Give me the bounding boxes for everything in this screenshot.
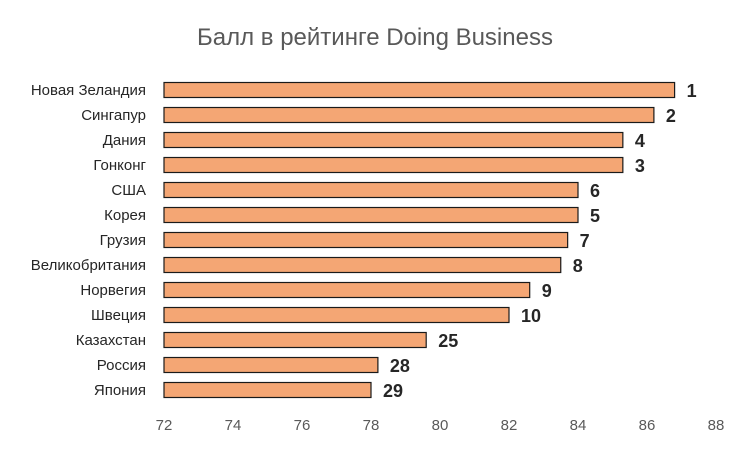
bar (163, 106, 655, 124)
bars-group (163, 81, 676, 399)
data-labels: 12 4 3 6 57 8 910 25 28 29 (383, 81, 697, 401)
category-label: Великобритания (31, 257, 146, 274)
x-tick-label: 84 (570, 417, 587, 434)
bar (163, 256, 562, 274)
data-label: 4 (635, 131, 645, 151)
category-label: Гонконг (93, 157, 146, 174)
bar (163, 381, 372, 399)
category-label: Россия (97, 357, 146, 374)
x-tick-label: 78 (363, 417, 380, 434)
x-tick-label: 74 (225, 417, 242, 434)
x-tick-label: 82 (501, 417, 518, 434)
data-label: 29 (383, 381, 403, 401)
category-label: США (111, 182, 146, 199)
category-label: Грузия (100, 232, 146, 249)
bar (163, 181, 579, 199)
category-labels: Новая Зеландия Сингапур Дания Гонконг США Кор… (31, 82, 147, 399)
category-label: Новая Зеландия (31, 82, 146, 99)
bar (163, 331, 427, 349)
category-label: Корея (104, 207, 146, 224)
bar (163, 206, 579, 224)
data-label: 28 (390, 356, 410, 376)
x-tick-label: 76 (294, 417, 311, 434)
category-label: Казахстан (76, 332, 146, 349)
data-label: 3 (635, 156, 645, 176)
category-label: Швеция (91, 307, 146, 324)
bar (163, 131, 624, 149)
bar (163, 81, 676, 99)
category-label: Япония (94, 382, 146, 399)
x-axis-ticks: 72 74 76 78 80 82 84 86 88 (156, 417, 725, 434)
bar (163, 356, 379, 374)
data-label: 2 (666, 106, 676, 126)
x-tick-label: 72 (156, 417, 173, 434)
x-tick-label: 80 (432, 417, 449, 434)
category-label: Норвегия (80, 282, 146, 299)
bar (163, 306, 510, 324)
data-label: 1 (687, 81, 697, 101)
chart-title: Балл в рейтинге Doing Business (197, 24, 553, 51)
bar (163, 231, 569, 249)
bar (163, 281, 531, 299)
data-label: 25 (438, 331, 458, 351)
data-label: 8 (573, 256, 583, 276)
x-tick-label: 88 (708, 417, 725, 434)
data-label: 6 (590, 181, 600, 201)
data-label: 10 (521, 306, 541, 326)
bar (163, 156, 624, 174)
data-label: 5 (590, 206, 600, 226)
x-tick-label: 86 (639, 417, 656, 434)
data-label: 9 (542, 281, 552, 301)
category-label: Сингапур (81, 107, 146, 124)
data-label: 7 (580, 231, 590, 251)
category-label: Дания (103, 132, 146, 149)
